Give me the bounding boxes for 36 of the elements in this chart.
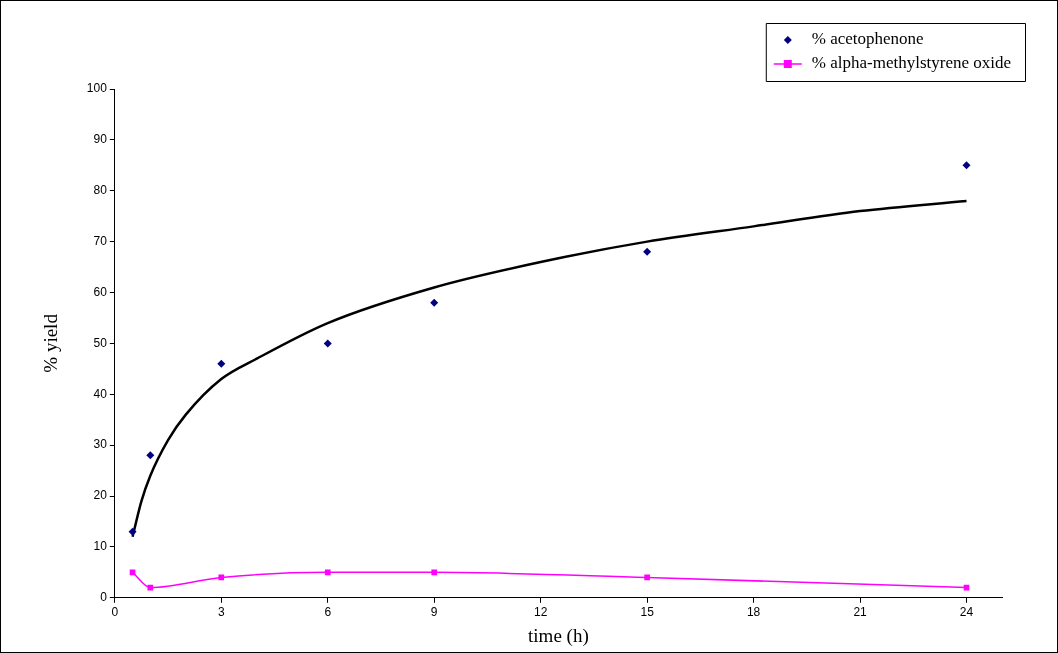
y-tick-label: 90: [93, 132, 108, 147]
point: [217, 359, 226, 368]
point: [643, 247, 652, 256]
point: [218, 574, 225, 581]
x-tick-label: 3: [217, 605, 225, 620]
point: [146, 451, 155, 460]
x-tick-label: 24: [959, 605, 974, 620]
point: [128, 527, 137, 536]
y-tick-label: 30: [93, 437, 108, 452]
y-tick-label: 20: [93, 488, 108, 503]
point: [430, 298, 439, 307]
point: [147, 584, 154, 591]
point: [431, 569, 438, 576]
y-tick-label: 60: [93, 284, 108, 299]
point: [323, 339, 332, 348]
x-tick-label: 9: [430, 605, 438, 620]
y-tick-label: 10: [93, 539, 108, 554]
x-tick-label: 0: [111, 605, 119, 620]
y-tick-label: 70: [93, 233, 108, 248]
point: [324, 569, 331, 576]
point: [644, 574, 650, 581]
x-tick-label: 12: [533, 605, 548, 620]
y-axis-title: % yield: [40, 313, 62, 373]
y-tick-label: 50: [93, 335, 108, 350]
y-tick-label: 40: [93, 386, 108, 401]
legend-label: % alpha-methylstyrene oxide: [811, 53, 1012, 73]
y-tick-label: 100: [86, 81, 108, 96]
point: [962, 161, 971, 170]
y-tick-label: 0: [100, 590, 108, 605]
legend-label: % acetophenone: [811, 29, 924, 49]
y-tick-label: 80: [93, 183, 108, 198]
x-tick-label: 21: [853, 605, 868, 620]
x-axis-title: time (h): [528, 624, 589, 647]
x-tick-label: 18: [746, 605, 761, 620]
x-tick-label: 6: [324, 605, 332, 620]
x-tick-label: 15: [640, 605, 655, 620]
